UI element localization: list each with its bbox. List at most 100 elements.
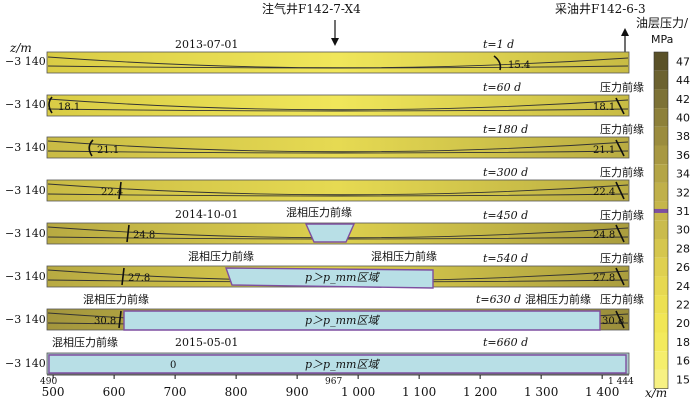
- legend-label: 22: [676, 298, 690, 311]
- strip-6-front-pressure-right: 27.8: [593, 273, 615, 284]
- strip-7-front-pressure-right: 30.8: [602, 316, 624, 327]
- legend-unit: MPa: [651, 33, 673, 46]
- legend-label: 42: [676, 93, 690, 106]
- legend-label: 20: [676, 317, 690, 330]
- strip-7-mixed-label-right: 混相压力前缘: [525, 292, 591, 306]
- legend-label: 26: [676, 261, 690, 274]
- strip-2-front-pressure-right: 18.1: [593, 102, 615, 113]
- strip-5-front-pressure: 24.8: [133, 230, 155, 241]
- legend-label: 18: [676, 336, 690, 349]
- injection-arrow-head-icon: [331, 38, 339, 46]
- strip-8-front-pressure: 0: [170, 360, 176, 371]
- strip-8-date: 2015-05-01: [175, 336, 238, 349]
- strip-7-time: t=630 d: [476, 293, 521, 306]
- legend-label: 36: [676, 149, 690, 162]
- x-tick-label: 700: [164, 385, 187, 399]
- x-tick-1444: 1 444: [608, 377, 634, 387]
- strip-3-front-pressure: 21.1: [97, 145, 119, 156]
- legend-bar-border: [653, 51, 669, 389]
- legend-label: 30: [676, 224, 690, 237]
- strip-4-front-label: 压力前缘: [600, 165, 644, 179]
- legend-swatch: [654, 351, 668, 370]
- legend-swatch: [654, 164, 668, 183]
- strip-3: t=180 d 压力前缘 21.1 21.1: [46, 122, 644, 159]
- injection-well-label: 注气井F142-7-X4: [262, 1, 361, 16]
- strip-1-date: 2013-07-01: [175, 38, 238, 51]
- legend-swatch: [654, 313, 668, 333]
- legend-swatch: [654, 126, 668, 146]
- production-well-label: 采油井F142-6-3: [555, 2, 646, 16]
- strip-6-zone-label: p＞p_mm区域: [305, 271, 380, 284]
- y-tick-1: −3 140: [5, 55, 46, 68]
- strip-6-front-label: 压力前缘: [600, 251, 644, 265]
- x-tick-label: 1 400: [585, 385, 619, 399]
- legend-label: 38: [676, 130, 690, 143]
- strip-1-front-pressure: 15.4: [508, 60, 530, 71]
- legend-label: 28: [676, 242, 690, 255]
- legend-swatch: [654, 276, 668, 296]
- legend-swatch: [654, 89, 668, 109]
- strip-7-mixed-label-left: 混相压力前缘: [83, 292, 149, 306]
- legend-swatch: [654, 257, 668, 277]
- legend-label: 31: [676, 205, 690, 218]
- y-tick-6: −3 140: [5, 270, 46, 283]
- x-tick-label: 1 100: [402, 385, 436, 399]
- legend-label: 16: [676, 355, 690, 368]
- strip-2-front-pressure: 18.1: [58, 102, 80, 113]
- legend-swatch: [654, 295, 668, 314]
- legend-label: 44: [676, 74, 690, 87]
- strip-3-time: t=180 d: [483, 123, 528, 136]
- strip-1-time: t=1 d: [483, 38, 514, 51]
- strip-7-zone-label: p＞p_mm区域: [305, 314, 380, 327]
- legend-swatch: [654, 332, 668, 352]
- strip-8-time: t=660 d: [483, 336, 528, 349]
- legend: 油层压力/ MPa 47 44 42 40 38 36 34 32 31 30 28 26 24 22 20…: [636, 16, 690, 389]
- legend-swatch: [654, 369, 668, 389]
- x-tick-label: 600: [103, 385, 126, 399]
- legend-label: 34: [676, 168, 690, 181]
- strip-6-front-pressure: 27.8: [128, 273, 150, 284]
- y-tick-4: −3 140: [5, 184, 46, 197]
- strip-2-front-label: 压力前缘: [600, 80, 644, 94]
- strip-5-front-pressure-right: 24.8: [593, 230, 615, 241]
- strip-6-time: t=540 d: [483, 252, 528, 265]
- legend-swatch: [654, 145, 668, 165]
- x-tick-967: 967: [325, 377, 342, 387]
- strip-8-zone-label: p＞p_mm区域: [305, 358, 380, 371]
- strip-2-time: t=60 d: [483, 81, 521, 94]
- legend-swatch: [654, 52, 668, 71]
- legend-label: 40: [676, 111, 690, 124]
- x-axis-label: x/m: [645, 386, 667, 400]
- x-axis: 500 600 700 800 900 1 000 1 100 1 200 1 300 1 400…: [40, 374, 667, 400]
- y-tick-2: −3 140: [5, 98, 46, 111]
- y-tick-8: −3 140: [5, 357, 46, 370]
- y-tick-7: −3 140: [5, 313, 46, 326]
- strip-7-front-pressure: 30.8: [94, 316, 116, 327]
- strip-6-mixed-label-left: 混相压力前缘: [188, 249, 254, 263]
- strip-4-time: t=300 d: [483, 166, 528, 179]
- legend-swatch: [654, 70, 668, 90]
- strip-5-front-label: 压力前缘: [600, 208, 644, 222]
- strip-5-mixed-label: 混相压力前缘: [286, 205, 352, 219]
- strip-6-mixed-label-right: 混相压力前缘: [371, 249, 437, 263]
- legend-swatch: [654, 108, 668, 127]
- x-tick-label: 900: [286, 385, 309, 399]
- strip-4-front-pressure-right: 22.4: [593, 187, 615, 198]
- y-tick-5: −3 140: [5, 227, 46, 240]
- strip-6: 混相压力前缘 混相压力前缘 t=540 d 压力前缘 p＞p_mm区域 27.8…: [46, 249, 644, 289]
- x-tick-label: 1 000: [341, 385, 375, 399]
- legend-label: 47: [676, 55, 690, 68]
- strip-3-front-label: 压力前缘: [600, 122, 644, 136]
- legend-swatch: [654, 182, 668, 202]
- strip-4: t=300 d 压力前缘 22.4 22.4: [46, 165, 644, 202]
- legend-mmp-marker: [654, 208, 668, 213]
- production-arrow-head-icon: [621, 28, 629, 36]
- x-tick-label: 500: [42, 385, 65, 399]
- y-axis-label: z/m: [9, 41, 32, 55]
- legend-title: 油层压力/: [636, 16, 689, 30]
- strip-5: 2014-10-01 混相压力前缘 t=450 d 压力前缘 24.8 24.8: [46, 205, 644, 245]
- strip-5-time: t=450 d: [483, 209, 528, 222]
- x-tick-label: 1 200: [463, 385, 497, 399]
- x-tick-490: 490: [40, 377, 57, 387]
- strip-8: 混相压力前缘 2015-05-01 t=660 d p＞p_mm区域 0: [46, 335, 630, 375]
